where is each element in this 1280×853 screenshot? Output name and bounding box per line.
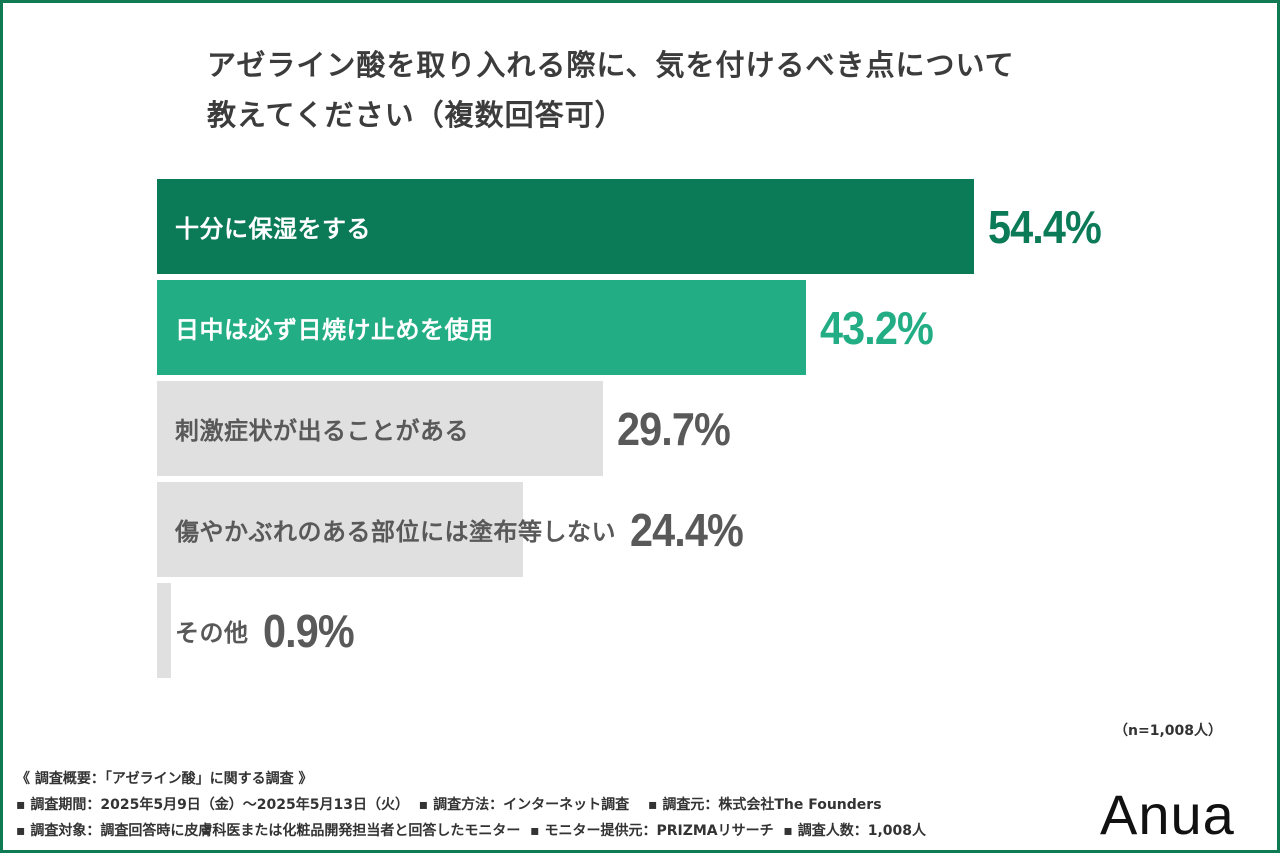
value-label: 24.4%: [630, 503, 744, 556]
chart-title: アゼライン酸を取り入れる際に、気を付けるべき点について 教えてください（複数回答…: [207, 40, 1015, 140]
bar-chart: 十分に保湿をする 54.4% 日中は必ず日焼け止めを使用 43.2% 刺激症状が出ること…: [157, 179, 1113, 684]
sample-size: （n=1,008人）: [1114, 723, 1222, 739]
bar: [157, 482, 524, 577]
bar-label-area: 刺激症状が出ることがある: [157, 411, 603, 446]
title-line-1: アゼライン酸を取り入れる際に、気を付けるべき点について: [207, 48, 1015, 82]
bar-label-area: その他: [157, 613, 249, 648]
category-label: 十分に保湿をする: [175, 215, 371, 243]
bar: [157, 583, 171, 678]
bar-row: 日中は必ず日焼け止めを使用 43.2%: [157, 280, 1113, 375]
bar: [157, 280, 806, 375]
category-label: その他: [175, 619, 249, 647]
value-label: 54.4%: [988, 200, 1102, 253]
bar-row: 刺激症状が出ることがある 29.7%: [157, 381, 1113, 476]
title-line-2: 教えてください（複数回答可）: [207, 98, 625, 132]
bar-label-area: 傷やかぶれのある部位には塗布等しない: [157, 512, 616, 547]
footer-line-1: 《 調査概要：「アゼライン酸」に関する調査 》: [16, 771, 313, 787]
category-label: 日中は必ず日焼け止めを使用: [175, 316, 494, 344]
category-label: 刺激症状が出ることがある: [175, 417, 469, 445]
footer-line-2: ▪ 調査期間：2025年5月9日（金）〜2025年5月13日（火） ▪ 調査方法…: [16, 797, 882, 813]
bar-label-area: 十分に保湿をする: [157, 209, 974, 244]
value-label: 29.7%: [617, 402, 731, 455]
bar-row: 傷やかぶれのある部位には塗布等しない 24.4%: [157, 482, 1113, 577]
bar: [157, 381, 604, 476]
survey-footer: 《 調査概要：「アゼライン酸」に関する調査 》 ▪ 調査期間：2025年5月9日…: [16, 766, 926, 844]
anua-logo: Anua: [1100, 783, 1235, 846]
category-label: 傷やかぶれのある部位には塗布等しない: [175, 518, 616, 546]
footer-line-3: ▪ 調査対象：調査回答時に皮膚科医または化粧品開発担当者と回答したモニター ▪ …: [16, 823, 927, 839]
bar-row: 十分に保湿をする 54.4%: [157, 179, 1113, 274]
bar-row: その他 0.9%: [157, 583, 1113, 678]
value-label: 0.9%: [262, 604, 355, 657]
value-label: 43.2%: [819, 301, 934, 354]
bar-label-area: 日中は必ず日焼け止めを使用: [157, 310, 806, 345]
bar: [157, 179, 974, 274]
